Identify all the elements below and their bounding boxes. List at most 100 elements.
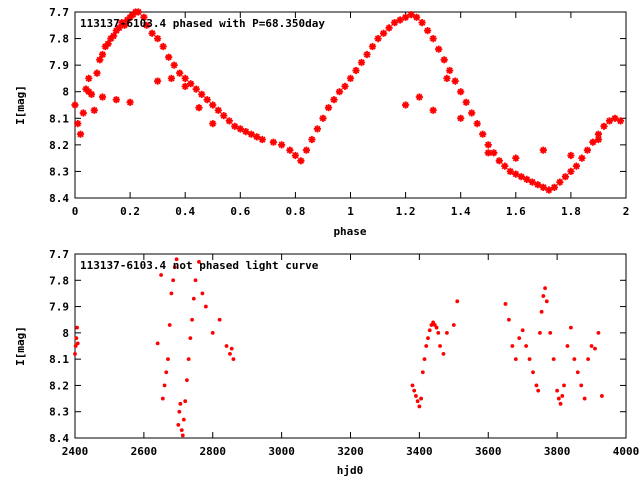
data-point — [185, 378, 189, 383]
x-tick-label: 4000 — [613, 445, 640, 458]
data-point — [385, 24, 393, 32]
data-point — [429, 106, 437, 114]
data-point — [426, 336, 430, 341]
data-point — [417, 404, 422, 409]
data-point — [82, 85, 90, 93]
data-point — [193, 278, 198, 283]
data-point — [231, 122, 239, 130]
y-axis-label: I[mag] — [14, 85, 27, 125]
x-tick-label: 0.2 — [120, 205, 140, 218]
y-tick-label: 8.2 — [49, 139, 69, 152]
x-tick-label: 2400 — [62, 445, 89, 458]
x-tick-label: 2800 — [200, 445, 227, 458]
data-point — [429, 35, 437, 43]
data-point — [159, 273, 163, 277]
data-point — [544, 299, 549, 304]
data-point — [236, 125, 244, 133]
data-point — [181, 74, 189, 82]
data-point — [93, 69, 101, 77]
data-point — [101, 42, 109, 51]
data-point — [457, 88, 465, 96]
data-points — [71, 8, 625, 194]
y-tick-label: 8.2 — [49, 379, 69, 392]
data-point — [594, 135, 602, 144]
data-point — [229, 346, 234, 351]
data-point — [517, 336, 522, 341]
data-point — [104, 40, 112, 48]
data-point — [561, 173, 569, 181]
data-point — [177, 409, 182, 414]
data-point — [586, 357, 591, 362]
data-point — [192, 85, 200, 93]
data-point — [79, 109, 87, 117]
y-tick-label: 8 — [62, 327, 69, 340]
x-tick-label: 0 — [72, 205, 79, 218]
data-point — [363, 50, 371, 59]
data-point — [112, 96, 120, 104]
data-point — [76, 130, 85, 138]
x-tick-label: 3200 — [337, 445, 364, 458]
data-point — [231, 357, 236, 362]
data-point — [523, 175, 531, 183]
data-point — [74, 336, 79, 341]
x-tick-label: 0.8 — [285, 205, 305, 218]
data-point — [462, 98, 470, 106]
data-point — [313, 125, 321, 133]
data-point — [107, 35, 115, 43]
data-point — [548, 330, 553, 335]
y-tick-label: 7.8 — [49, 33, 69, 46]
data-point — [181, 82, 189, 90]
data-point — [186, 357, 191, 362]
y-tick-label: 8.1 — [49, 353, 69, 366]
x-tick-label: 1.2 — [396, 205, 416, 218]
data-point — [506, 167, 514, 175]
data-point — [73, 351, 77, 356]
data-point — [410, 383, 415, 388]
data-point — [278, 141, 286, 149]
data-point — [541, 294, 546, 298]
data-point — [534, 181, 542, 189]
data-point — [555, 388, 560, 393]
data-point — [446, 66, 454, 75]
data-point — [422, 357, 427, 362]
data-point — [391, 19, 399, 27]
data-point — [190, 317, 194, 322]
data-point — [512, 170, 520, 178]
data-point — [74, 120, 82, 128]
data-point — [414, 394, 418, 398]
data-point — [129, 11, 137, 19]
data-point — [195, 104, 203, 112]
data-point — [71, 101, 79, 109]
data-point — [495, 157, 503, 165]
y-tick-label: 8.3 — [49, 165, 69, 178]
data-point — [539, 183, 547, 191]
data-point — [455, 299, 460, 304]
data-point — [346, 74, 355, 82]
unphased-light-curve-panel: 7.7 7.8 7.9 8 8.1 8.2 8.3 8.4 2400 2600 2800 3000 3… — [14, 248, 639, 477]
data-point — [484, 149, 492, 157]
y-tick-label: 8.4 — [49, 192, 69, 205]
data-point — [121, 21, 129, 29]
data-point — [556, 396, 561, 401]
x-tick-label: 0.6 — [230, 205, 250, 218]
data-point — [214, 106, 222, 114]
y-axis-ticks: 7.7 7.8 7.9 8 8.1 8.2 8.3 8.4 — [49, 248, 626, 445]
data-point — [434, 325, 439, 330]
data-point — [225, 117, 233, 125]
data-point — [291, 151, 299, 160]
data-point — [170, 61, 178, 69]
data-point — [172, 265, 177, 270]
data-point — [126, 13, 134, 21]
data-point — [357, 58, 366, 67]
data-point — [572, 357, 577, 362]
x-axis-label: phase — [333, 225, 366, 238]
data-point — [319, 114, 327, 122]
data-point — [501, 162, 509, 170]
data-point — [154, 77, 162, 85]
data-point — [85, 74, 93, 82]
data-point — [582, 396, 587, 401]
x-tick-label: 3600 — [475, 445, 502, 458]
data-point — [415, 93, 423, 101]
data-point — [517, 173, 525, 181]
data-point — [402, 13, 410, 21]
